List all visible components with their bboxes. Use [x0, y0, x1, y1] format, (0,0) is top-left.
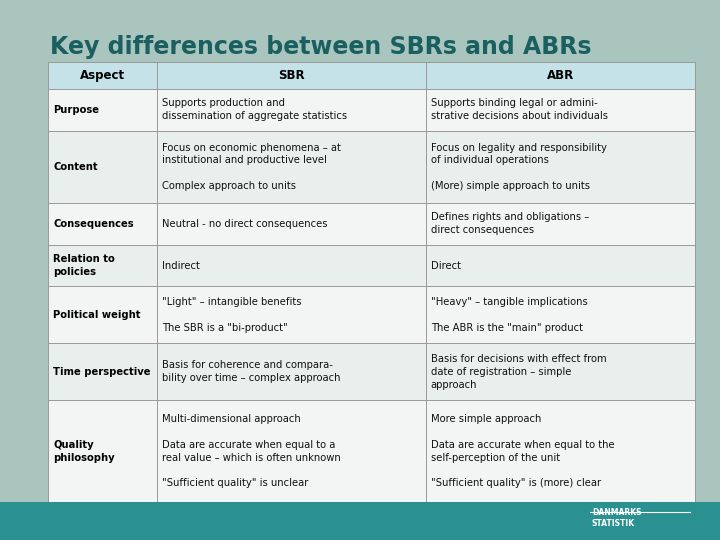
Text: Political weight: Political weight	[53, 310, 140, 320]
Bar	[0, 502, 720, 540]
Text: Defines rights and obligations –
direct consequences: Defines rights and obligations – direct …	[431, 212, 589, 235]
Text: SBR: SBR	[278, 69, 305, 82]
Bar	[426, 62, 695, 89]
Text: Indirect: Indirect	[162, 260, 199, 271]
Bar	[48, 202, 695, 245]
Text: Direct: Direct	[431, 260, 461, 271]
Text: Basis for decisions with effect from
date of registration – simple
approach: Basis for decisions with effect from dat…	[431, 354, 606, 389]
Text: DANMARKS
STATISTIK: DANMARKS STATISTIK	[592, 508, 642, 528]
Text: Supports production and
dissemination of aggregate statistics: Supports production and dissemination of…	[162, 98, 347, 122]
Text: Multi-dimensional approach

Data are accurate when equal to a
real value – which: Multi-dimensional approach Data are accu…	[162, 414, 341, 488]
Bar	[48, 343, 695, 400]
Text: Consequences: Consequences	[53, 219, 134, 228]
Text: "Light" – intangible benefits

The SBR is a "bi-product": "Light" – intangible benefits The SBR is…	[162, 297, 301, 333]
Bar	[48, 287, 695, 343]
Text: Time perspective: Time perspective	[53, 367, 150, 377]
Text: Focus on economic phenomena – at
institutional and productive level

Complex app: Focus on economic phenomena – at institu…	[162, 143, 341, 191]
Text: Quality
philosophy: Quality philosophy	[53, 440, 114, 463]
Text: Aspect: Aspect	[80, 69, 125, 82]
Bar	[48, 89, 695, 131]
Bar	[48, 245, 695, 287]
Text: Focus on legality and responsibility
of individual operations

(More) simple app: Focus on legality and responsibility of …	[431, 143, 607, 191]
Text: Purpose: Purpose	[53, 105, 99, 115]
Text: Key differences between SBRs and ABRs: Key differences between SBRs and ABRs	[50, 35, 592, 59]
Text: Content: Content	[53, 162, 98, 172]
Bar	[48, 62, 157, 89]
Bar	[48, 62, 695, 502]
Text: Supports binding legal or admini-
strative decisions about individuals: Supports binding legal or admini- strati…	[431, 98, 608, 122]
Text: More simple approach

Data are accurate when equal to the
self-perception of the: More simple approach Data are accurate w…	[431, 414, 614, 488]
Text: Basis for coherence and compara-
bility over time – complex approach: Basis for coherence and compara- bility …	[162, 360, 340, 383]
Bar	[157, 62, 426, 89]
Text: Relation to
policies: Relation to policies	[53, 254, 114, 277]
Bar	[48, 131, 695, 202]
Bar	[48, 400, 695, 502]
Text: Neutral - no direct consequences: Neutral - no direct consequences	[162, 219, 327, 228]
Text: ABR: ABR	[546, 69, 574, 82]
Text: "Heavy" – tangible implications

The ABR is the "main" product: "Heavy" – tangible implications The ABR …	[431, 297, 588, 333]
